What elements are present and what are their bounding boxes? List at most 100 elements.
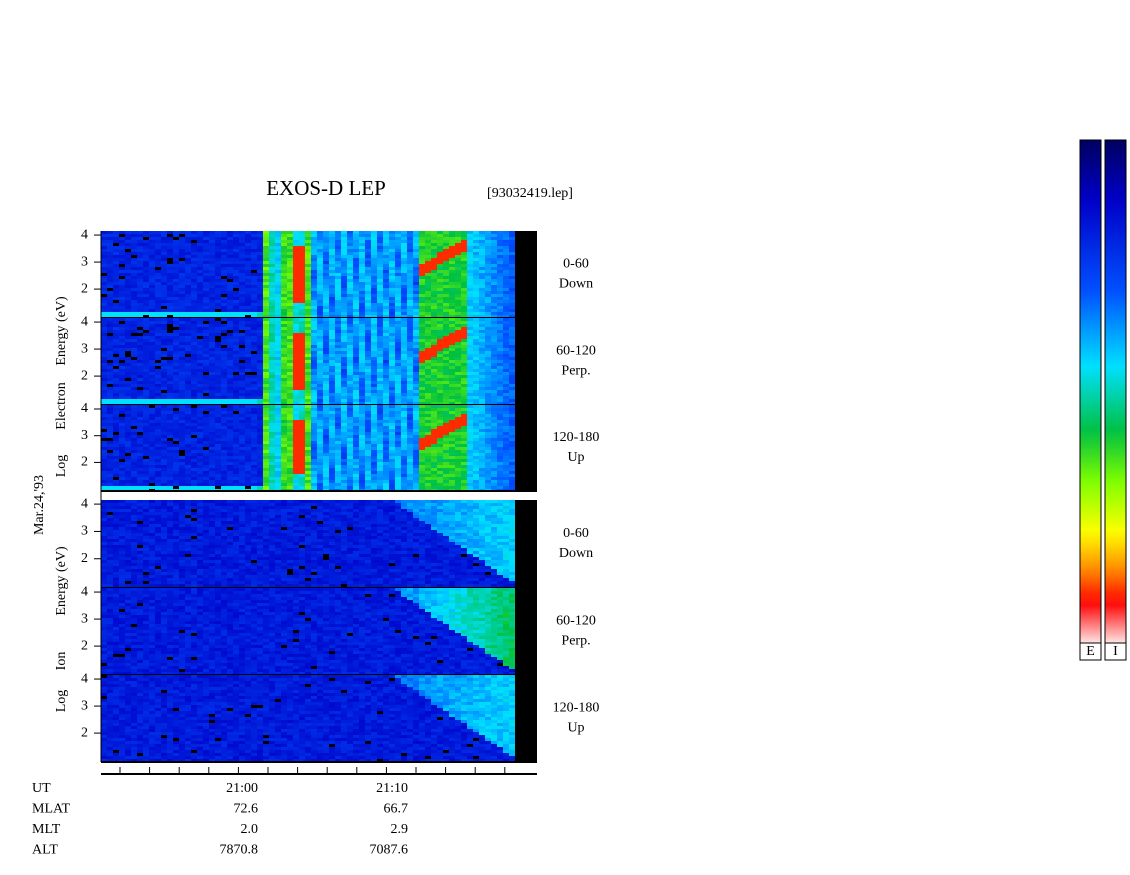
spectrogram-cell (137, 405, 143, 408)
spectrogram-cell (479, 417, 485, 420)
spectrogram-cell (125, 342, 131, 345)
spectrogram-cell (365, 444, 371, 447)
spectrogram-cell (455, 396, 461, 399)
spectrogram-cell (473, 288, 479, 291)
spectrogram-cell (299, 285, 305, 288)
spectrogram-cell (107, 279, 113, 282)
spectrogram-cell (113, 306, 119, 309)
spectrogram-cell (503, 315, 509, 318)
spectrogram-cell (455, 345, 461, 348)
spectrogram-cell (203, 435, 209, 438)
spectrogram-cell (161, 336, 167, 339)
spectrogram-cell (449, 318, 455, 321)
spectrogram-cell (239, 282, 245, 285)
spectrogram-cell (347, 231, 353, 234)
spectrogram-cell (101, 420, 107, 423)
spectrogram-cell (359, 276, 365, 279)
spectrogram-cell (407, 243, 413, 246)
spectrogram-cell (419, 414, 425, 417)
spectrogram-cell (425, 396, 431, 399)
spectrogram-cell (449, 261, 455, 264)
spectrogram-cell (149, 267, 155, 270)
spectrogram-cell (239, 249, 245, 252)
spectrogram-cell (107, 282, 113, 285)
spectrogram-cell (203, 237, 209, 240)
spectrogram-cell (347, 387, 353, 390)
spectrogram-cell (275, 288, 281, 291)
panel-label: Down (559, 277, 593, 292)
spectrogram-cell (461, 306, 467, 309)
spectrogram-cell (443, 387, 449, 390)
spectrogram-cell (257, 270, 263, 273)
spectrogram-cell (299, 411, 305, 414)
spectrogram-cell (371, 411, 377, 414)
spectrogram-cell (323, 291, 329, 294)
spectrogram-cell (119, 396, 125, 399)
spectrogram-cell (317, 393, 323, 396)
spectrogram-cell (215, 342, 221, 345)
spectrogram-cell (191, 267, 197, 270)
spectrogram-cell (233, 444, 239, 447)
spectrogram-cell (203, 390, 209, 393)
spectrogram-cell (365, 297, 371, 300)
spectrogram-cell (281, 396, 287, 399)
spectrogram-cell (407, 312, 413, 315)
spectrogram-cell (155, 375, 161, 378)
spectrogram-cell (233, 264, 239, 267)
spectrogram-cell (269, 240, 275, 243)
spectrogram-cell (185, 243, 191, 246)
spectrogram-cell (413, 441, 419, 444)
spectrogram-cell (443, 303, 449, 306)
spectrogram-cell (293, 399, 299, 402)
spectrogram-cell (395, 345, 401, 348)
spectrogram-cell (467, 300, 473, 303)
spectrogram-cell (203, 231, 209, 234)
spectrogram-cell (509, 345, 515, 348)
spectrogram-cell (353, 243, 359, 246)
spectrogram-cell (299, 321, 305, 324)
spectrogram-cell (473, 285, 479, 288)
spectrogram-cell (251, 309, 257, 312)
spectrogram-cell (155, 291, 161, 294)
spectrogram-cell (479, 378, 485, 381)
spectrogram-cell (479, 357, 485, 360)
spectrogram-cell (491, 243, 497, 246)
spectrogram-cell (155, 378, 161, 381)
spectrogram-cell (227, 351, 233, 354)
spectrogram-cell (383, 360, 389, 363)
spectrogram-cell (461, 390, 467, 393)
spectrogram-cell (341, 270, 347, 273)
spectrogram-cell (119, 303, 125, 306)
spectrogram-cell (341, 396, 347, 399)
spectrogram-cell (113, 345, 119, 348)
spectrogram-cell (455, 315, 461, 318)
spectrogram-cell (245, 276, 251, 279)
spectrogram-cell (299, 282, 305, 285)
spectrogram-cell (347, 267, 353, 270)
spectrogram-cell (101, 270, 107, 273)
spectrogram-cell (179, 324, 185, 327)
spectrogram-cell (227, 312, 233, 315)
spectrogram-cell (473, 312, 479, 315)
spectrogram-cell (461, 312, 467, 315)
spectrogram-cell (491, 336, 497, 339)
spectrogram-cell (137, 276, 143, 279)
spectrogram-cell (233, 432, 239, 435)
spectrogram-cell (281, 381, 287, 384)
spectrogram-cell (137, 279, 143, 282)
spectrogram-cell (359, 432, 365, 435)
spectrogram-cell (509, 363, 515, 366)
spectrogram-cell (485, 381, 491, 384)
spectrogram-cell (287, 240, 293, 243)
spectrogram-cell (443, 315, 449, 318)
spectrogram-cell (431, 435, 437, 438)
spectrogram-cell (119, 405, 125, 408)
spectrogram-cell (233, 294, 239, 297)
spectrogram-cell (449, 348, 455, 351)
spectrogram-cell (179, 276, 185, 279)
spectrogram-cell (221, 384, 227, 387)
spectrogram-cell (407, 333, 413, 336)
spectrogram-cell (491, 291, 497, 294)
spectrogram-cell (329, 249, 335, 252)
spectrogram-cell (419, 297, 425, 300)
